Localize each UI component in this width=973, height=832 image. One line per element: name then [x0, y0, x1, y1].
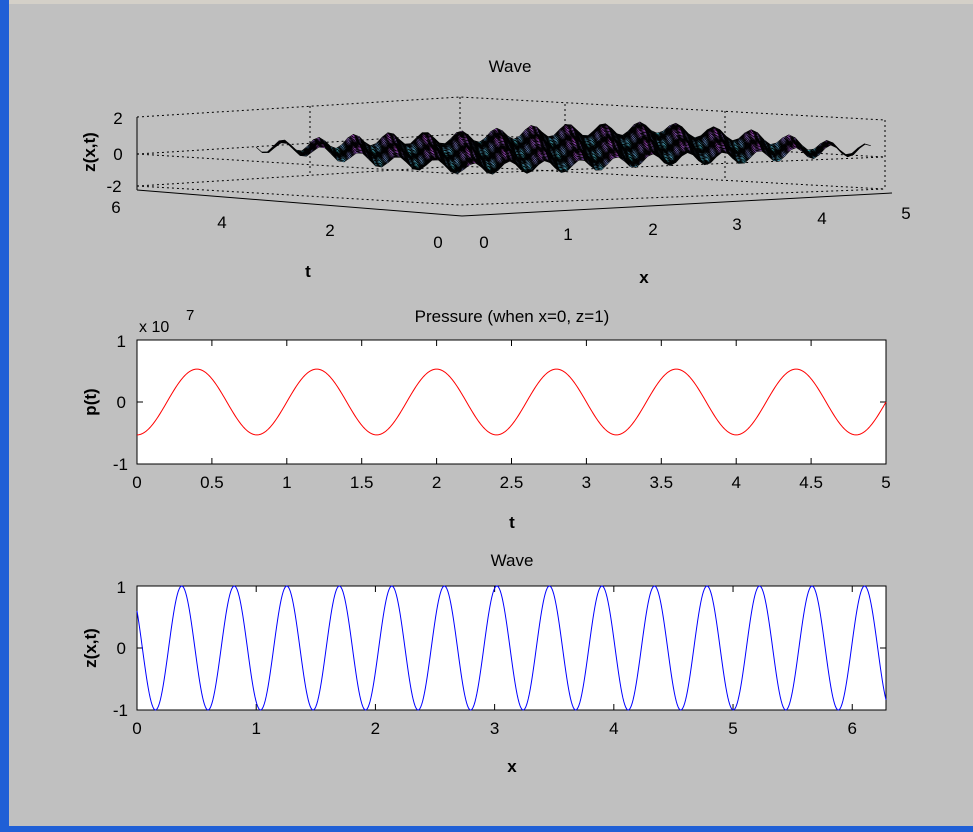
pressure-title: Pressure (when x=0, z=1) [415, 307, 610, 326]
surface-z-tick-label: 2 [113, 109, 122, 128]
pressure-x-tick-label: 5 [881, 473, 890, 492]
wave-y-ticks: 1 0 -1 [113, 578, 128, 720]
surface-x-tick-label: 5 [901, 204, 910, 223]
wave-tick-marks [136, 585, 886, 711]
pressure-y-tick-label: 0 [117, 393, 126, 412]
surface-t-label: t [305, 262, 311, 281]
wave-x-ticks: 0 1 2 3 4 5 6 [132, 719, 857, 738]
wave-x-tick-label: 1 [251, 719, 260, 738]
wave-x-tick-label: 0 [132, 719, 141, 738]
surface-t-tick-label: 0 [433, 233, 442, 252]
wave-title: Wave [491, 551, 534, 570]
wave-subplot: Wave 0 1 2 3 4 5 6 1 0 -1 x z(x,t) [81, 551, 887, 776]
surface-patch [858, 143, 871, 149]
surface-z-tick-label: -2 [106, 177, 121, 196]
window-frame-left [0, 0, 9, 832]
wave-y-tick-label: 1 [117, 578, 126, 597]
surface-x-tick-label: 2 [648, 220, 657, 239]
wave-series-line [136, 585, 887, 711]
surface-title: Wave [489, 57, 532, 76]
pressure-y-label: p(t) [81, 388, 100, 415]
surface-x-tick-label: 0 [479, 233, 488, 252]
pressure-axes [136, 339, 887, 465]
pressure-x-tick-label: 2 [432, 473, 441, 492]
pressure-series-line [136, 368, 887, 436]
pressure-y-tick-label: -1 [113, 455, 128, 474]
pressure-exponent-label: x 10 [139, 319, 169, 336]
surface-z-ticks: 2 0 -2 [106, 109, 122, 196]
pressure-x-tick-label: 4 [731, 473, 740, 492]
pressure-exponent-power: 7 [186, 307, 194, 324]
wave-x-tick-label: 4 [609, 719, 618, 738]
wave-x-tick-label: 6 [848, 719, 857, 738]
surface-z-tick-label: 0 [113, 145, 122, 164]
surface-x-tick-label: 4 [817, 209, 826, 228]
wave-y-tick-label: 0 [117, 639, 126, 658]
wave-x-label: x [507, 757, 517, 776]
pressure-x-tick-label: 4.5 [799, 473, 823, 492]
surface-subplot: Wave [80, 57, 911, 287]
surface-floor-edges [136, 117, 893, 217]
pressure-x-tick-label: 3 [582, 473, 591, 492]
surface-z-label: z(x,t) [80, 132, 99, 172]
pressure-x-ticks: 0 0.5 1 1.5 2 2.5 3 3.5 4 4.5 5 [132, 473, 890, 492]
pressure-subplot: Pressure (when x=0, z=1) x 10 7 0 0.5 1 1.5… [81, 307, 891, 532]
surface-x-tick-label: 1 [563, 225, 572, 244]
pressure-x-tick-label: 1 [282, 473, 291, 492]
surface-x-label: x [639, 268, 649, 287]
window-frame-bottom [0, 826, 973, 832]
surface-x-tick-label: 3 [732, 215, 741, 234]
pressure-x-tick-label: 0.5 [200, 473, 224, 492]
pressure-x-tick-label: 1.5 [350, 473, 374, 492]
wave-x-tick-label: 3 [490, 719, 499, 738]
window-frame-top [9, 0, 973, 4]
surface-x-ticks: 0 1 2 3 4 5 [479, 204, 910, 252]
pressure-tick-marks [136, 339, 887, 465]
wave-y-tick-label: -1 [113, 701, 128, 720]
wave-x-tick-label: 5 [728, 719, 737, 738]
surface-t-tick-label: 4 [217, 213, 226, 232]
pressure-x-tick-label: 3.5 [649, 473, 673, 492]
surface-t-ticks: 6 4 2 0 [111, 198, 442, 252]
wave-axes [136, 585, 887, 711]
wave-surface [255, 121, 871, 175]
wave-x-tick-label: 2 [371, 719, 380, 738]
surface-t-tick-label: 6 [111, 198, 120, 217]
wave-y-label: z(x,t) [81, 628, 100, 668]
pressure-x-tick-label: 2.5 [500, 473, 524, 492]
pressure-x-tick-label: 0 [132, 473, 141, 492]
pressure-x-label: t [509, 513, 515, 532]
surface-t-tick-label: 2 [325, 221, 334, 240]
pressure-y-tick-label: 1 [117, 332, 126, 351]
pressure-y-ticks: 1 0 -1 [113, 332, 128, 474]
